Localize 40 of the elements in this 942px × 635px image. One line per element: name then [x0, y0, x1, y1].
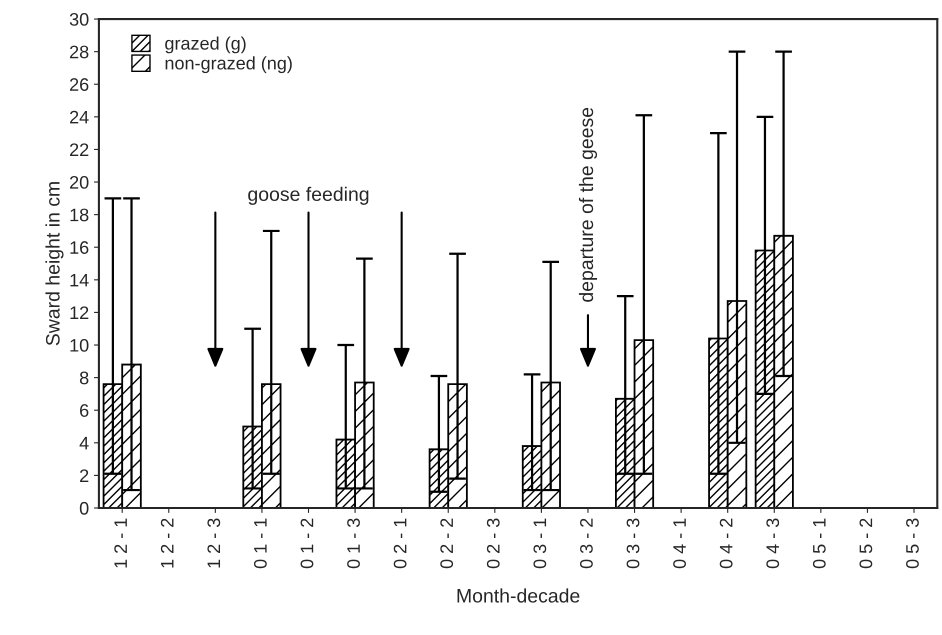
x-tick-label: 0 2 - 2: [440, 518, 454, 568]
annotation: departure of the geese: [578, 108, 598, 302]
y-tick-label: 18: [70, 208, 88, 222]
x-tick-label: 0 1 - 2: [300, 518, 314, 568]
x-tick-label: 0 2 - 1: [394, 518, 407, 568]
legend-label: grazed (g): [165, 36, 246, 54]
x-tick-label: 1 2 - 1: [114, 518, 127, 568]
x-tick-label: 0 4 - 3: [766, 518, 780, 568]
y-tick-label: 2: [80, 469, 88, 482]
y-tick-label: 22: [70, 143, 88, 156]
y-tick-label: 4: [80, 436, 89, 450]
x-tick-label: 0 5 - 3: [906, 518, 919, 568]
y-tick-label: 14: [70, 274, 89, 286]
x-tick-label: 1 2 - 2: [160, 518, 174, 568]
x-tick-label: 0 4 - 2: [720, 518, 733, 568]
x-tick-label: 0 3 - 2: [580, 518, 593, 568]
y-tick-label: 12: [70, 306, 88, 319]
y-tick-label: 20: [70, 176, 88, 189]
y-tick-label: 6: [80, 404, 88, 417]
x-tick-label: 1 2 - 3: [207, 518, 220, 568]
y-axis-title: Sward height in cm: [45, 182, 64, 346]
x-tick-label: 0 1 - 3: [347, 518, 360, 568]
x-axis-title: Month-decade: [458, 588, 580, 603]
x-tick-label: 0 2 - 3: [486, 518, 500, 568]
y-tick-label: 26: [70, 78, 88, 91]
y-tick-label: 8: [80, 372, 88, 384]
x-tick-label: 0 1 - 1: [254, 518, 267, 568]
x-tick-label: 0 5 - 1: [812, 518, 826, 568]
y-tick-label: 0: [80, 502, 88, 515]
y-tick-label: 30: [70, 12, 88, 26]
annotation: goose feeding: [248, 186, 368, 205]
x-tick-label: 0 4 - 1: [673, 518, 686, 568]
y-tick-label: 16: [70, 241, 88, 254]
y-tick-label: 28: [70, 46, 88, 58]
y-tick-label: 24: [70, 110, 89, 124]
x-tick-label: 0 3 - 3: [626, 518, 640, 568]
x-tick-label: 0 5 - 2: [859, 518, 872, 568]
y-tick-label: 10: [70, 338, 88, 352]
legend-label: non-grazed (ng): [166, 56, 292, 74]
x-tick-label: 0 3 - 1: [533, 518, 546, 568]
